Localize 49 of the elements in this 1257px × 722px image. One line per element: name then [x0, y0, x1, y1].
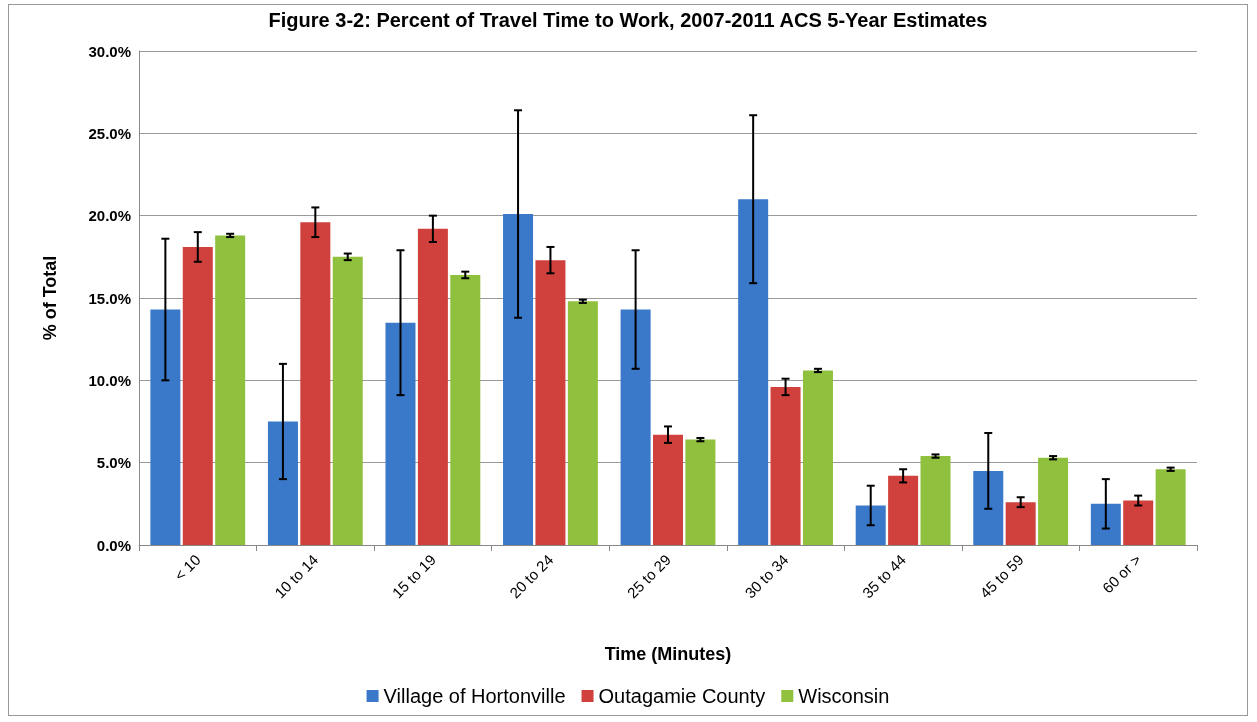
- bar: [150, 309, 181, 545]
- bar: [685, 439, 716, 545]
- bar: [620, 309, 651, 545]
- bar: [770, 386, 801, 545]
- bar: [1090, 503, 1121, 545]
- bar: [215, 235, 246, 545]
- bar: [1155, 469, 1186, 545]
- y-tick-label: 15.0%: [88, 289, 131, 307]
- bar: [332, 256, 363, 545]
- x-axis-title: Time (Minutes): [604, 644, 732, 664]
- bar: [802, 370, 833, 545]
- bar: [888, 475, 919, 545]
- x-tick-label: 30 to 34: [741, 550, 792, 602]
- x-tick-label: 15 to 19: [388, 550, 439, 602]
- bar: [1038, 457, 1069, 545]
- y-tick-label: 10.0%: [88, 371, 131, 389]
- x-tick-label: 45 to 59: [976, 550, 1027, 602]
- chart-title: Figure 3-2: Percent of Travel Time to Work, 2007-2011 ACS 5-Year Estimates: [268, 9, 988, 31]
- x-tick-label: 20 to 24: [506, 550, 557, 602]
- bar: [738, 199, 769, 545]
- y-tick-label: 30.0%: [88, 42, 131, 60]
- bar: [267, 421, 298, 545]
- bar: [567, 301, 598, 545]
- y-tick-label: 25.0%: [88, 124, 131, 142]
- legend-label: Village of Hortonville: [383, 685, 566, 707]
- y-tick-label: 20.0%: [88, 207, 131, 225]
- y-tick-label: 5.0%: [96, 454, 131, 472]
- bar: [1005, 502, 1036, 545]
- x-tick-label: 25 to 29: [623, 550, 675, 602]
- bar: [1123, 500, 1154, 545]
- bar: [920, 456, 951, 545]
- bar: [450, 274, 481, 545]
- bar: [503, 214, 534, 545]
- bar: [535, 260, 566, 545]
- bar: [855, 505, 886, 545]
- bar: [417, 228, 448, 545]
- legend-label: Outagamie County: [598, 685, 766, 707]
- legend-label: Wisconsin: [798, 685, 890, 707]
- x-tick-label: 10 to 14: [271, 550, 322, 602]
- y-axis-title: % of Total: [40, 255, 60, 341]
- x-tick-label: < 10: [170, 550, 204, 584]
- bar: [300, 222, 331, 545]
- y-tick-label: 0.0%: [96, 536, 131, 554]
- bar: [385, 322, 416, 545]
- bar: [973, 470, 1004, 545]
- x-tick-label: 35 to 44: [858, 550, 910, 602]
- x-tick-label: 60 or >: [1098, 550, 1145, 597]
- bar: [182, 246, 213, 545]
- bar: [653, 434, 683, 545]
